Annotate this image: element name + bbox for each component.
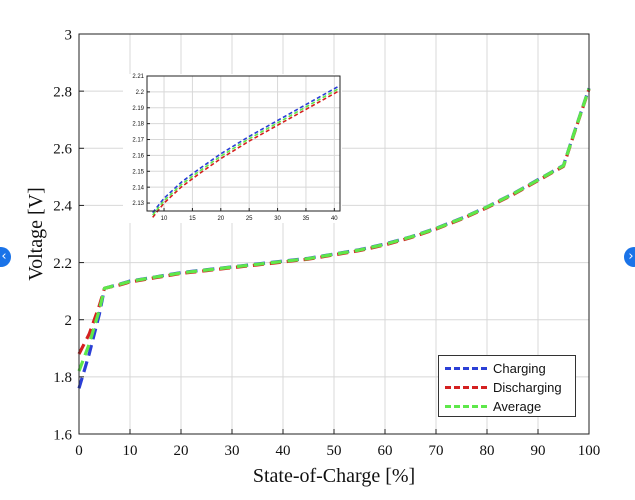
inset-series-series-0 xyxy=(152,84,341,214)
main-y-tick-label: 3 xyxy=(65,27,73,43)
inset-y-tick-label: 2.2 xyxy=(136,90,145,96)
inset-y-tick-label: 2.17 xyxy=(132,138,144,144)
main-x-tick-label: 70 xyxy=(429,443,444,459)
inset-series-series-2 xyxy=(152,87,341,216)
main-x-tick-label: 50 xyxy=(327,443,342,459)
main-x-tick-label: 0 xyxy=(75,443,83,459)
inset-series-series-1 xyxy=(152,89,341,218)
inset-x-tick-label: 30 xyxy=(274,216,281,222)
y-axis-label: Voltage [V] xyxy=(25,187,47,281)
inset-x-tick-label: 15 xyxy=(189,216,196,222)
legend-label-average: Average xyxy=(493,399,542,414)
inset-grid xyxy=(147,76,340,211)
main-x-tick-label: 10 xyxy=(123,443,138,459)
inset-y-tick-label: 2.13 xyxy=(132,201,144,207)
main-y-tick-label: 2 xyxy=(65,313,73,329)
main-series-average xyxy=(77,88,591,372)
main-x-tick-label: 40 xyxy=(276,443,291,459)
previous-image-button[interactable]: ‹ xyxy=(0,247,11,267)
main-y-tick-label: 2.8 xyxy=(53,84,72,100)
main-y-tick-label: 1.6 xyxy=(53,427,72,443)
legend-label-charging: Charging xyxy=(493,361,546,376)
main-x-tick-label: 60 xyxy=(378,443,393,459)
inset-x-tick-label: 25 xyxy=(246,216,253,222)
legend-swatch-average xyxy=(445,405,487,408)
main-ticks: 0 10 20 30 40 50 60 70 80 90 100 1.6 1.8 2 2.2 2.4 2.6 2.… xyxy=(53,27,600,459)
inset-y-tick-label: 2.16 xyxy=(132,154,144,160)
main-x-tick-label: 30 xyxy=(225,443,240,459)
main-y-tick-label: 1.8 xyxy=(53,370,72,386)
legend-swatch-discharging xyxy=(445,386,487,389)
main-y-tick-label: 2.2 xyxy=(53,256,72,272)
legend-label-discharging: Discharging xyxy=(493,380,562,395)
inset-series-group xyxy=(152,84,341,218)
main-series-group xyxy=(77,87,591,389)
inset-x-tick-label: 35 xyxy=(303,216,310,222)
inset-x-tick-label: 10 xyxy=(161,216,168,222)
main-y-tick-label: 2.4 xyxy=(53,199,72,215)
legend: Charging Discharging Average xyxy=(438,355,576,417)
inset-x-tick-label: 20 xyxy=(217,216,224,222)
main-x-tick-label: 80 xyxy=(480,443,495,459)
main-x-tick-label: 20 xyxy=(174,443,189,459)
inset-y-tick-label: 2.19 xyxy=(132,106,144,112)
inset-y-tick-label: 2.14 xyxy=(132,185,144,191)
inset-plot-frame xyxy=(146,75,341,212)
legend-swatch-charging xyxy=(445,367,487,370)
legend-item-discharging: Discharging xyxy=(439,379,575,397)
x-axis-label: State-of-Charge [%] xyxy=(253,465,415,487)
inset-y-tick-label: 2.21 xyxy=(132,74,144,80)
next-image-button[interactable]: › xyxy=(624,247,635,267)
main-x-tick-label: 90 xyxy=(531,443,546,459)
inset-chart: 10 15 20 25 30 35 40 2.13 2.14 2.15 2.16 2.17 2.18 2.… xyxy=(123,74,342,223)
legend-item-average: Average xyxy=(439,398,575,416)
main-y-tick-label: 2.6 xyxy=(53,142,72,158)
inset-y-tick-label: 2.15 xyxy=(132,169,144,175)
legend-item-charging: Charging xyxy=(439,360,575,378)
inset-ticks: 10 15 20 25 30 35 40 2.13 2.14 2.15 2.16 2.17 2.18 2.… xyxy=(132,74,338,222)
inset-x-tick-label: 40 xyxy=(331,216,338,222)
main-x-tick-label: 100 xyxy=(578,443,601,459)
inset-y-tick-label: 2.18 xyxy=(132,122,144,128)
